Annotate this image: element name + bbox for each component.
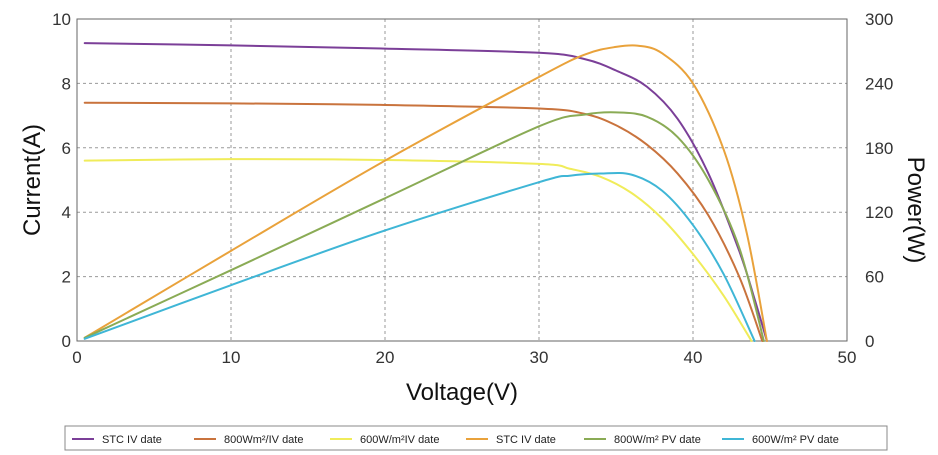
- y-right-tick-label: 300: [865, 10, 893, 29]
- x-tick-label: 0: [72, 348, 81, 367]
- x-tick-label: 50: [838, 348, 857, 367]
- grid: [77, 19, 847, 341]
- legend-label: 800W/m² PV date: [614, 434, 701, 446]
- y-right-tick-label: 60: [865, 268, 884, 287]
- legend-label: 800Wm²/IV date: [224, 434, 303, 446]
- plot-frame: [76, 18, 848, 342]
- y-left-tick-label: 4: [62, 203, 71, 222]
- legend: STC IV date 800Wm²/IV date 600W/m²IV date S…: [72, 434, 839, 446]
- legend-label: STC IV date: [496, 434, 556, 446]
- y-left-tick-label: 6: [62, 139, 71, 158]
- legend-label: STC IV date: [102, 434, 162, 446]
- series-line-4: [83, 44, 768, 342]
- x-tick-label: 20: [376, 348, 395, 367]
- y-right-tick-label: 0: [865, 332, 874, 351]
- series-line-1: [83, 42, 768, 342]
- y-left-tick-label: 0: [62, 332, 71, 351]
- series-line-6: [83, 171, 756, 342]
- x-tick-label: 40: [684, 348, 703, 367]
- x-tick-label: 10: [222, 348, 241, 367]
- legend-label: 600W/m²IV date: [360, 434, 439, 446]
- y-left-tick-label: 2: [62, 268, 71, 287]
- series-line-2: [83, 101, 764, 342]
- y-right-axis-ticks: 0 60 120 180 240 300: [865, 10, 893, 351]
- y-right-tick-label: 180: [865, 139, 893, 158]
- y-right-tick-label: 120: [865, 203, 893, 222]
- legend-label: 600W/m² PV date: [752, 434, 839, 446]
- y-left-tick-label: 8: [62, 74, 71, 93]
- series-line-5: [83, 111, 765, 342]
- x-axis-title: Voltage(V): [406, 379, 518, 406]
- y-right-tick-label: 240: [865, 74, 893, 93]
- y-right-axis-title: Power(W): [902, 157, 929, 264]
- y-left-tick-label: 10: [52, 10, 71, 29]
- series-line-3: [83, 158, 753, 342]
- x-axis-ticks: 0 10 20 30 40 50: [72, 348, 856, 367]
- series-layer: [83, 42, 768, 342]
- y-left-axis-title: Current(A): [19, 124, 46, 236]
- y-left-axis-ticks: 0 2 4 6 8 10: [52, 10, 71, 351]
- x-tick-label: 30: [530, 348, 549, 367]
